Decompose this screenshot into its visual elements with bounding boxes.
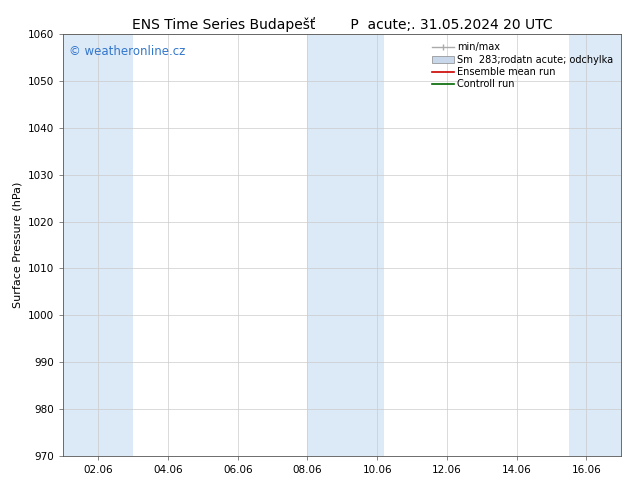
Legend: min/max, Sm  283;rodatn acute; odchylka, Ensemble mean run, Controll run: min/max, Sm 283;rodatn acute; odchylka, … bbox=[429, 39, 616, 92]
Bar bbox=[56, 34, 133, 456]
Bar bbox=[569, 34, 628, 456]
Title: ENS Time Series Budapešť        P  acute;. 31.05.2024 20 UTC: ENS Time Series Budapešť P acute;. 31.05… bbox=[132, 17, 553, 32]
Y-axis label: Surface Pressure (hPa): Surface Pressure (hPa) bbox=[13, 182, 23, 308]
Text: © weatheronline.cz: © weatheronline.cz bbox=[69, 45, 185, 58]
Bar bbox=[307, 34, 384, 456]
